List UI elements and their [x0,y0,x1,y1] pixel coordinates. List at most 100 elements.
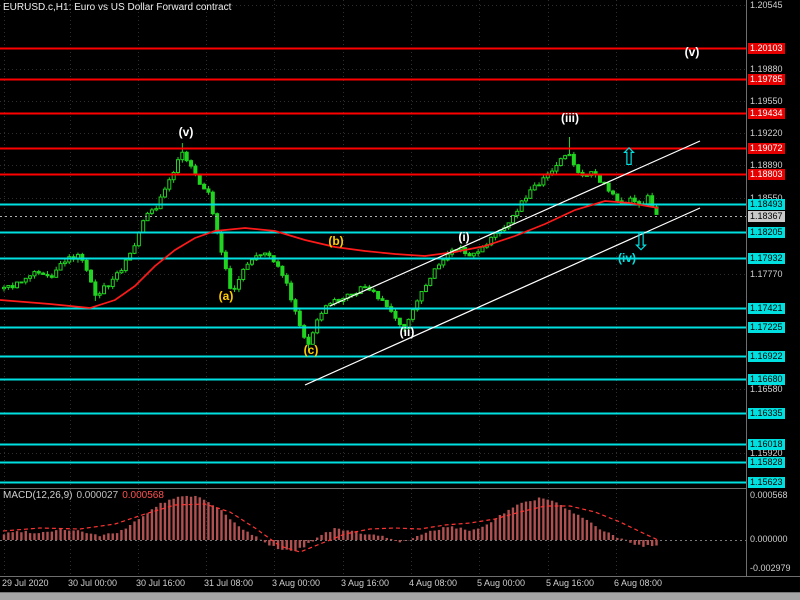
candle-body [180,151,185,161]
candle-body [567,153,572,157]
support-price-label: 1.18205 [748,227,785,238]
candle-body [397,317,402,326]
candle-body [123,259,128,272]
wave-label[interactable]: (a) [219,289,234,303]
candle-body [393,310,398,319]
candle-body [97,293,102,296]
macd-header: MACD(12,26,9) 0.000027 0.000568 [3,490,164,501]
down-arrow-icon[interactable]: ⇩ [631,228,651,256]
candle-body [110,278,115,288]
candle-body [171,171,176,181]
wave-label[interactable]: (ii) [400,325,415,339]
macd-scale-min: -0.002979 [750,563,791,573]
candle-body [515,210,520,217]
candle-body [228,268,233,289]
candle-body [419,290,424,302]
candle-body [6,285,11,288]
candle-body [467,253,472,257]
candle-body [80,253,85,261]
macd-scale-zero: 0.000000 [750,534,788,544]
candle-body [350,293,354,296]
candle-body [441,259,446,266]
support-price-label: 1.17421 [748,303,785,314]
wave-label[interactable]: (b) [328,234,343,248]
time-axis-separator [0,576,800,577]
price-grid-label: 1.18890 [750,160,783,170]
price-grid-label: 1.15920 [750,448,783,458]
support-price-label: 1.16018 [748,439,785,450]
price-grid-label: 1.19880 [750,64,783,74]
support-price-label: 1.15828 [748,457,785,468]
support-price-label: 1.16335 [748,408,785,419]
wave-label[interactable]: (c) [304,343,319,357]
price-scale[interactable]: 0.000568 0.000000 -0.002979 1.20545 1.198… [747,0,800,576]
candle-body [645,195,650,205]
time-label: 3 Aug 00:00 [272,578,321,588]
candle-body [363,286,368,289]
candle-body [558,158,563,166]
candle-body [597,174,602,183]
time-scale[interactable]: 29 Jul 2020 30 Jul 00:00 30 Jul 16:00 31 Ju… [0,577,800,592]
candle-body [554,164,559,172]
price-grid-label: 1.19220 [750,128,783,138]
candle-body [615,193,620,202]
candle-body [611,190,615,195]
candle-body [302,325,307,338]
candle-body [297,310,302,327]
macd-scale-max: 0.000568 [750,490,788,500]
candle-body [471,252,476,257]
candle-body [15,281,20,289]
candle-body [541,177,546,186]
time-label: 6 Aug 08:00 [614,578,663,588]
candle-body [193,165,198,175]
candle-body [606,182,611,192]
candle-body [249,259,254,265]
candle-body [276,261,281,267]
candle-body [167,179,172,190]
candle-body [54,269,59,278]
candle-body [241,268,246,280]
resistance-price-label: 1.19434 [748,108,785,119]
time-label: 5 Aug 16:00 [546,578,595,588]
trend-channel-line[interactable] [304,207,701,386]
macd-label: MACD(12,26,9) [3,490,73,501]
up-arrow-icon[interactable]: ⇧ [619,143,639,171]
trend-channel-line[interactable] [329,140,701,307]
support-price-label: 1.18493 [748,199,785,210]
candle-body [136,231,141,247]
candle-body [415,300,420,311]
candle-body [102,285,107,295]
candle-body [10,285,15,289]
resistance-price-label: 1.20103 [748,43,785,54]
candle-body [2,286,6,290]
wave-label[interactable]: (v) [685,45,700,59]
candle-body [406,318,411,330]
pane-separator[interactable] [0,488,800,489]
window-bottom-bar [0,592,800,600]
candle-body [510,215,515,224]
candle-body [528,189,533,199]
candle-body [358,286,363,295]
candle-body [519,200,524,212]
candle-body [263,252,267,256]
candle-body [410,309,415,320]
candle-body [432,268,437,279]
moving-average-line [0,200,659,309]
support-price-label: 1.16680 [748,374,785,385]
candle-body [315,319,320,334]
macd-indicator-canvas[interactable] [0,489,746,576]
wave-label[interactable]: (v) [179,125,194,139]
candle-body [206,188,211,193]
candle-body [232,287,237,290]
wave-label[interactable]: (i) [458,230,469,244]
candle-body [632,197,637,203]
candle-body [132,245,137,254]
price-chart-canvas[interactable]: (v) (a) (b) (c) (i) (ii) (iii) (iv) (v) ⇧ ⇩ [0,0,746,488]
wave-label[interactable]: (iii) [561,111,579,125]
candle-body [423,284,428,292]
candle-body [149,209,154,214]
candle-body [28,275,33,279]
candle-body [236,278,241,290]
wave-label[interactable]: (iv) [618,251,636,265]
candle-body [437,264,441,270]
